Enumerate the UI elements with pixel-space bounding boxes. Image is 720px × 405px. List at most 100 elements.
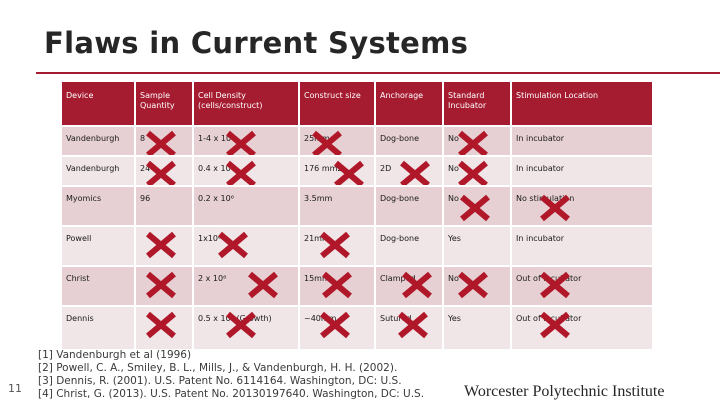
cell-value: 8: [140, 134, 146, 143]
cell-device: Vandenburgh: [62, 157, 134, 185]
reference-item: [2] Powell, C. A., Smiley, B. L., Mills,…: [38, 362, 398, 374]
cell-value: No stimulation: [516, 194, 575, 203]
cell-sample-quantity: 8: [136, 127, 192, 155]
cross-mark-icon: [146, 272, 176, 298]
cell-cell-density: 1-4 x 10⁶: [194, 127, 298, 155]
header-stimulation-location: Stimulation Location: [512, 82, 652, 125]
cell-stimulation-location: In incubator: [512, 227, 652, 265]
cross-mark-icon: [218, 232, 248, 258]
cross-mark-icon: [248, 272, 278, 298]
cross-mark-icon: [146, 131, 176, 155]
cell-standard-incubator: No: [444, 127, 510, 155]
title-divider: [36, 72, 720, 74]
cell-device: Dennis: [62, 307, 134, 349]
header-cell-density: Cell Density (cells/construct): [194, 82, 298, 125]
table-row: Myomics 96 0.2 x 10⁶ 3.5mm Dog-bone No N…: [62, 187, 652, 225]
cell-construct-size: 176 mm2: [300, 157, 374, 185]
cell-device: Christ: [62, 267, 134, 305]
reference-item: [4] Christ, G. (2013). U.S. Patent No. 2…: [38, 388, 425, 400]
table-header-row: Device Sample Quantity Cell Density (cel…: [62, 82, 652, 125]
cell-stimulation-location: Out of incubator: [512, 307, 652, 349]
cell-sample-quantity: 24: [136, 157, 192, 185]
cell-construct-size: 15mm: [300, 267, 374, 305]
cell-value: 2 x 10⁶: [198, 274, 227, 283]
cross-mark-icon: [146, 312, 176, 338]
cell-sample-quantity: [136, 267, 192, 305]
cell-sample-quantity: 96: [136, 187, 192, 225]
table-row: Dennis 0.5 x 10⁶ (Growth) ~40mm Sutured …: [62, 307, 652, 349]
cell-device: Vandenburgh: [62, 127, 134, 155]
cell-value: 1-4 x 10⁶: [198, 134, 235, 143]
header-anchorage: Anchorage: [376, 82, 442, 125]
cell-value: ~40mm: [304, 314, 337, 323]
cell-value: No: [448, 274, 459, 283]
cell-device: Myomics: [62, 187, 134, 225]
reference-item: [3] Dennis, R. (2001). U.S. Patent No. 6…: [38, 375, 402, 387]
cross-mark-icon: [400, 161, 430, 185]
cell-value: Clamped: [380, 274, 416, 283]
footer-logo-text: Worcester Polytechnic Institute: [464, 383, 665, 400]
cell-cell-density: 0.2 x 10⁶: [194, 187, 298, 225]
cell-value: Sutured: [380, 314, 412, 323]
cell-construct-size: 25mm: [300, 127, 374, 155]
cross-mark-icon: [146, 161, 176, 185]
header-construct-size: Construct size: [300, 82, 374, 125]
header-sample-quantity: Sample Quantity: [136, 82, 192, 125]
cell-sample-quantity: [136, 227, 192, 265]
cell-stimulation-location: In incubator: [512, 157, 652, 185]
cell-value: 21mm: [304, 234, 330, 243]
table-row: Powell 1x10⁶ 21mm Dog-bone Yes In incuba…: [62, 227, 652, 265]
reference-item: [1] Vandenburgh et al (1996): [38, 349, 192, 361]
cell-construct-size: 3.5mm: [300, 187, 374, 225]
cell-stimulation-location: No stimulation: [512, 187, 652, 225]
cell-value: No: [448, 164, 459, 173]
cell-value: 1x10⁶: [198, 234, 222, 243]
cell-cell-density: 0.5 x 10⁶ (Growth): [194, 307, 298, 349]
cell-value: 0.4 x 10⁶: [198, 164, 234, 173]
cell-anchorage: Dog-bone: [376, 227, 442, 265]
header-device: Device: [62, 82, 134, 125]
slide-number: 11: [8, 382, 22, 395]
cell-anchorage: Clamped: [376, 267, 442, 305]
cell-construct-size: 21mm: [300, 227, 374, 265]
cell-standard-incubator: No: [444, 187, 510, 225]
cross-mark-icon: [458, 161, 488, 185]
cell-anchorage: Dog-bone: [376, 187, 442, 225]
cell-sample-quantity: [136, 307, 192, 349]
cell-value: No: [448, 134, 459, 143]
cell-stimulation-location: Out of incubator: [512, 267, 652, 305]
table-row: Christ 2 x 10⁶ 15mm Clamped No Out of in…: [62, 267, 652, 305]
references-list: [1] Vandenburgh et al (1996) [2] Powell,…: [38, 349, 424, 401]
cell-value: No: [448, 194, 459, 203]
cross-mark-icon: [460, 195, 490, 221]
cell-device: Powell: [62, 227, 134, 265]
cell-anchorage: Dog-bone: [376, 127, 442, 155]
cell-construct-size: ~40mm: [300, 307, 374, 349]
cell-anchorage: Sutured: [376, 307, 442, 349]
cell-value: Out of incubator: [516, 274, 582, 283]
cross-mark-icon: [458, 131, 488, 155]
cell-standard-incubator: No: [444, 157, 510, 185]
table-row: Vandenburgh 24 0.4 x 10⁶ 176 mm2 2D No I…: [62, 157, 652, 185]
comparison-table: Device Sample Quantity Cell Density (cel…: [60, 80, 654, 351]
header-standard-incubator: Standard Incubator: [444, 82, 510, 125]
cell-anchorage: 2D: [376, 157, 442, 185]
cell-stimulation-location: In incubator: [512, 127, 652, 155]
cell-value: 15mm: [304, 274, 330, 283]
cell-cell-density: 1x10⁶: [194, 227, 298, 265]
cell-standard-incubator: Yes: [444, 227, 510, 265]
cell-value: 25mm: [304, 134, 330, 143]
cell-standard-incubator: No: [444, 267, 510, 305]
cell-cell-density: 2 x 10⁶: [194, 267, 298, 305]
cross-mark-icon: [458, 272, 488, 298]
cell-value: 176 mm2: [304, 164, 343, 173]
cell-standard-incubator: Yes: [444, 307, 510, 349]
table-row: Vandenburgh 8 1-4 x 10⁶ 25mm Dog-bone No…: [62, 127, 652, 155]
cross-mark-icon: [146, 232, 176, 258]
cell-value: 24: [140, 164, 151, 173]
cell-value: 2D: [380, 164, 392, 173]
cell-value: Out of incubator: [516, 314, 582, 323]
slide-title: Flaws in Current Systems: [44, 26, 469, 60]
cell-value: 0.5 x 10⁶ (Growth): [198, 314, 272, 323]
cell-cell-density: 0.4 x 10⁶: [194, 157, 298, 185]
